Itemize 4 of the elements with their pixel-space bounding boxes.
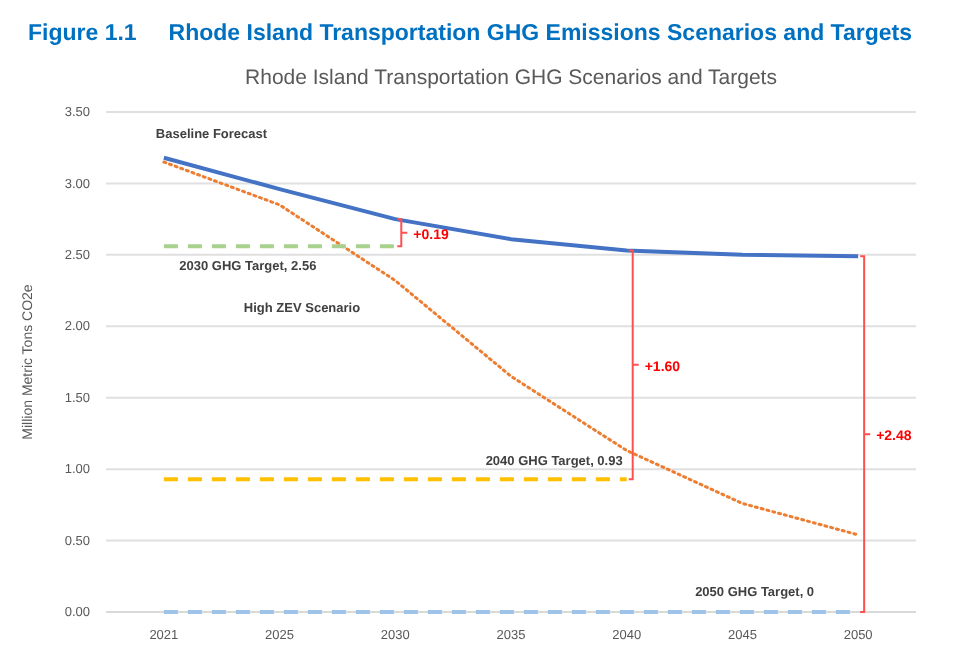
chart-title: Figure 1.1 Rhode Island Transportation GHG Emissions Scenarios and Targets [28,22,912,46]
line-series [161,155,861,259]
chart-subtitle: Rhode Island Transportation GHG Scenarios and Targets [245,66,777,90]
line-series [162,160,860,537]
